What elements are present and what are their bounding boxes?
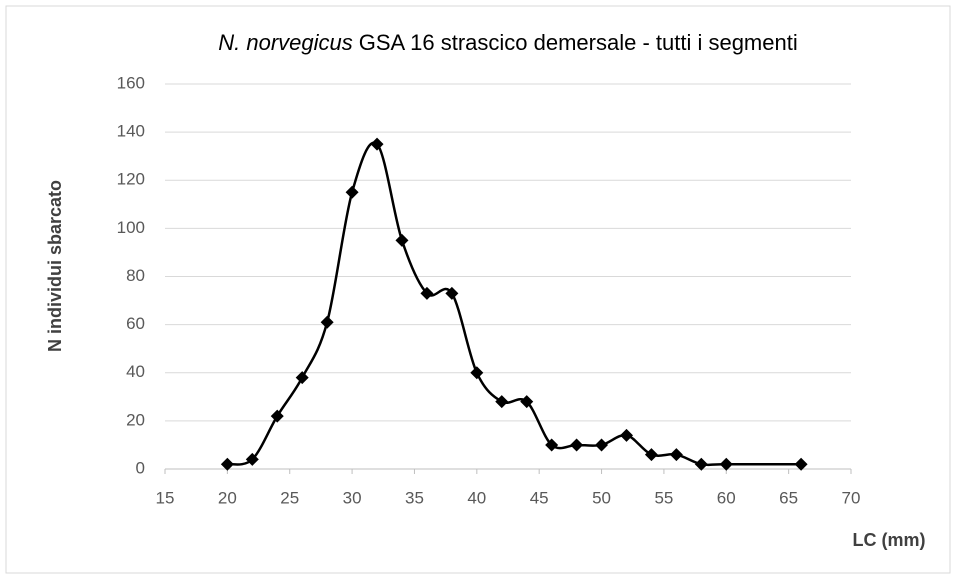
point-marker <box>345 185 359 199</box>
point-marker <box>694 457 708 471</box>
y-tick-label: 140 <box>117 122 145 141</box>
point-marker <box>245 452 259 466</box>
x-tick-label: 55 <box>654 488 673 507</box>
x-tick-label: 25 <box>280 488 299 507</box>
point-marker <box>395 233 409 247</box>
point-marker <box>370 137 384 151</box>
x-tick-label: 65 <box>779 488 798 507</box>
y-tick-label: 120 <box>117 170 145 189</box>
point-marker <box>619 428 633 442</box>
x-tick-label: 60 <box>717 488 736 507</box>
y-tick-label: 100 <box>117 218 145 237</box>
y-tick-label: 80 <box>126 266 145 285</box>
point-marker <box>595 438 609 452</box>
point-marker <box>320 315 334 329</box>
x-tick-label: 15 <box>156 488 175 507</box>
point-marker <box>794 457 808 471</box>
y-tick-label: 20 <box>126 410 145 429</box>
title-species: N. norvegicus <box>218 30 353 55</box>
y-tick-label: 40 <box>126 362 145 381</box>
x-tick-label: 40 <box>467 488 486 507</box>
chart-border <box>5 5 951 574</box>
point-marker <box>570 438 584 452</box>
point-marker <box>520 395 534 409</box>
point-marker <box>445 286 459 300</box>
x-tick-label: 30 <box>343 488 362 507</box>
y-tick-label: 60 <box>126 314 145 333</box>
point-marker <box>545 438 559 452</box>
point-marker <box>669 448 683 462</box>
chart-title: N. norvegicus GSA 16 strascico demersale … <box>218 30 797 55</box>
point-marker <box>470 366 484 380</box>
point-marker <box>495 395 509 409</box>
y-tick-label: 0 <box>136 458 145 477</box>
point-marker <box>644 448 658 462</box>
point-marker <box>719 457 733 471</box>
y-axis-title: N individui sbarcato <box>45 180 65 352</box>
x-tick-label: 35 <box>405 488 424 507</box>
x-axis-title: LC (mm) <box>853 530 926 550</box>
x-tick-label: 50 <box>592 488 611 507</box>
y-tick-label: 160 <box>117 73 145 92</box>
point-marker <box>270 409 284 423</box>
title-rest: GSA 16 strascico demersale - tutti i seg… <box>359 30 798 55</box>
point-marker <box>220 457 234 471</box>
x-tick-label: 70 <box>842 488 861 507</box>
x-tick-label: 20 <box>218 488 237 507</box>
x-tick-label: 45 <box>530 488 549 507</box>
point-marker <box>420 286 434 300</box>
point-marker <box>295 371 309 385</box>
